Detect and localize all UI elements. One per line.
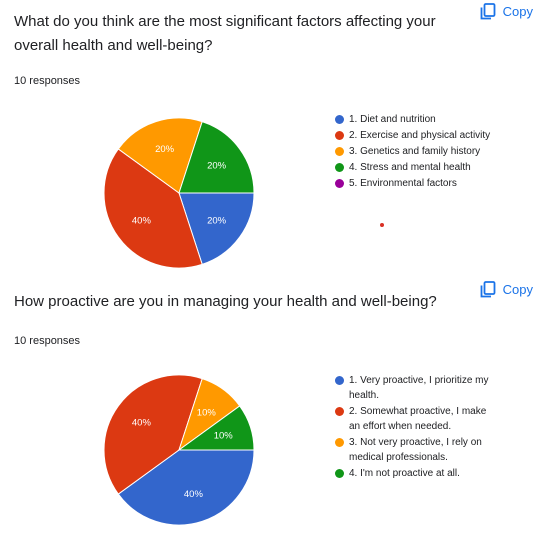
legend-item: 2. Exercise and physical activity xyxy=(335,128,525,143)
slice-label: 40% xyxy=(184,489,204,500)
legend-label: 1. Diet and nutrition xyxy=(349,114,436,125)
legend-label: 5. Environmental factors xyxy=(349,178,457,189)
legend-label: 2. Exercise and physical activity xyxy=(349,130,491,141)
slice-label: 10% xyxy=(214,431,234,442)
slice-label: 40% xyxy=(132,418,152,429)
marker-dot xyxy=(380,223,384,227)
legend-label: 3. Not very proactive, I rely on medical… xyxy=(349,437,482,463)
legend-swatch xyxy=(335,376,344,385)
pie-slice xyxy=(103,148,203,269)
legend-swatch xyxy=(335,163,344,172)
legend-label: 2. Somewhat proactive, I make an effort … xyxy=(349,406,487,432)
slice-label: 20% xyxy=(207,161,227,172)
legend-label: 3. Genetics and family history xyxy=(349,146,481,157)
slice-label: 20% xyxy=(207,215,227,226)
copy-icon xyxy=(480,3,496,20)
pie-slice xyxy=(178,121,255,194)
legend-item: 4. Stress and mental health xyxy=(335,160,525,175)
legend-item: 1. Very proactive, I prioritize my healt… xyxy=(335,373,500,403)
legend-swatch xyxy=(335,179,344,188)
pie-chart: 40% 40% 10% 10% xyxy=(103,374,255,526)
legend-label: 4. Stress and mental health xyxy=(349,162,471,173)
slice-label: 20% xyxy=(155,144,175,155)
legend-label: 4. I'm not proactive at all. xyxy=(349,468,460,479)
chart-legend: 1. Very proactive, I prioritize my healt… xyxy=(335,373,500,482)
slice-label: 10% xyxy=(197,407,217,418)
legend-item: 3. Genetics and family history xyxy=(335,144,525,159)
chart-legend: 1. Diet and nutrition 2. Exercise and phy… xyxy=(335,112,525,192)
copy-icon xyxy=(480,281,496,298)
legend-swatch xyxy=(335,469,344,478)
legend-item: 1. Diet and nutrition xyxy=(335,112,525,127)
copy-label: Copy xyxy=(502,282,533,297)
pie-chart: 20% 40% 20% 20% xyxy=(103,117,255,269)
question-title: What do you think are the most significa… xyxy=(14,13,436,54)
legend-item: 3. Not very proactive, I rely on medical… xyxy=(335,435,500,465)
copy-button[interactable]: Copy xyxy=(480,3,533,20)
legend-swatch xyxy=(335,131,344,140)
pie-slice xyxy=(177,405,255,451)
legend-swatch xyxy=(335,147,344,156)
question-card: How proactive are you in managing your h… xyxy=(0,268,553,533)
question-card: What do you think are the most significa… xyxy=(14,3,533,269)
legend-swatch xyxy=(335,407,344,416)
slice-label: 40% xyxy=(132,215,152,226)
pie-slice xyxy=(103,374,203,495)
legend-swatch xyxy=(335,438,344,447)
pie-slice xyxy=(117,117,203,194)
legend-label: 1. Very proactive, I prioritize my healt… xyxy=(349,375,489,401)
legend-swatch xyxy=(335,115,344,124)
legend-item: 2. Somewhat proactive, I make an effort … xyxy=(335,404,500,434)
legend-item: 4. I'm not proactive at all. xyxy=(335,466,500,481)
copy-label: Copy xyxy=(502,4,533,19)
legend-item: 5. Environmental factors xyxy=(335,176,525,191)
pie-slice xyxy=(178,192,255,265)
question-title: How proactive are you in managing your h… xyxy=(14,293,437,310)
responses-count: 10 responses xyxy=(14,75,81,87)
responses-count: 10 responses xyxy=(14,335,81,347)
copy-button[interactable]: Copy xyxy=(480,281,533,298)
pie-slice xyxy=(117,449,255,526)
